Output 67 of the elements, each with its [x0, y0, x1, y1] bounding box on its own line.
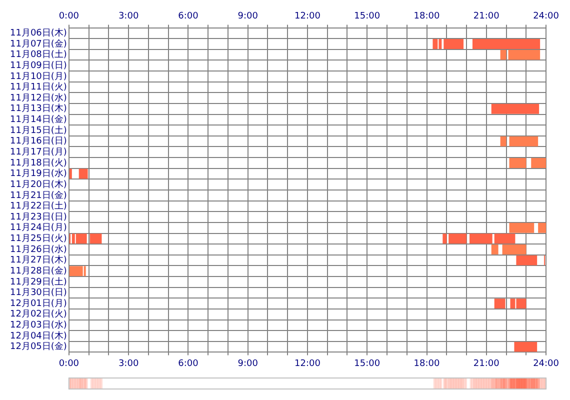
bar	[494, 234, 516, 244]
y-tick-label: 11月15日(土)	[10, 124, 67, 136]
y-tick-label: 11月18日(火)	[10, 157, 67, 168]
y-tick-label: 11月22日(土)	[10, 200, 67, 212]
bar	[502, 244, 526, 254]
y-tick-label: 11月25日(火)	[10, 233, 67, 244]
y-tick-label: 11月09日(日)	[10, 60, 67, 71]
bar	[531, 158, 546, 168]
bar	[472, 39, 540, 49]
bar	[491, 104, 540, 114]
x-tick-label: 3:00	[118, 12, 139, 22]
x-tick-label: 12:00	[294, 12, 321, 22]
x2-tick-label: 24:00	[533, 358, 560, 369]
x-tick-label: 9:00	[238, 12, 258, 22]
x-tick-label: 0:00	[58, 12, 80, 22]
y-tick-label: 12月05日(金)	[10, 341, 67, 352]
y-tick-label: 12月03日(水)	[10, 320, 67, 331]
x2-tick-label: 3:00	[118, 358, 139, 369]
y-tick-label: 11月10日(月)	[10, 72, 67, 82]
x-tick-label: 24:00	[533, 12, 560, 22]
x2-tick-label: 21:00	[473, 358, 500, 369]
x-tick-label: 6:00	[178, 12, 199, 22]
y-tick-label: 11月30日(日)	[10, 288, 67, 298]
y-tick-label: 11月16日(日)	[10, 136, 67, 147]
bar	[442, 234, 447, 244]
bar	[448, 234, 467, 244]
bar	[69, 168, 72, 179]
bar	[494, 298, 506, 309]
y-tick-label: 11月17日(月)	[10, 147, 67, 158]
y-tick-label: 11月26日(水)	[10, 244, 67, 255]
y-tick-label: 11月12日(水)	[10, 92, 67, 104]
y-tick-label: 11月06日(木)	[10, 28, 67, 39]
y-tick-label: 11月27日(木)	[10, 254, 67, 266]
y-tick-label: 11月14日(金)	[10, 114, 67, 126]
bar	[444, 39, 464, 49]
bar	[76, 234, 87, 244]
y-tick-label: 11月19日(水)	[10, 168, 67, 180]
x2-tick-label: 9:00	[238, 358, 258, 369]
bar	[509, 136, 538, 146]
bar	[508, 50, 540, 60]
y-tick-label: 11月20日(木)	[10, 178, 67, 190]
y-tick-label: 11月07日(金)	[10, 38, 67, 50]
bar	[514, 342, 538, 352]
y-tick-label: 11月28日(金)	[10, 265, 67, 276]
y-tick-label: 11月08日(土)	[10, 49, 67, 60]
bar	[469, 234, 492, 244]
y-tick-label: 11月23日(日)	[10, 212, 67, 222]
y-tick-label: 11月13日(木)	[10, 103, 67, 114]
x-tick-label: 15:00	[354, 12, 380, 22]
y-tick-label: 11月24日(月)	[10, 223, 67, 234]
y-tick-label: 11月29日(土)	[10, 276, 67, 288]
x2-tick-label: 0:00	[58, 358, 80, 369]
x-tick-label: 18:00	[414, 12, 440, 22]
bar	[516, 255, 538, 266]
y-tick-label: 12月04日(木)	[10, 330, 67, 342]
y-tick-label: 12月02日(火)	[10, 308, 67, 320]
x2-tick-label: 6:00	[178, 358, 199, 369]
x2-tick-label: 12:00	[294, 358, 321, 369]
y-tick-label: 11月21日(金)	[10, 190, 67, 201]
bar	[90, 234, 102, 244]
y-tick-label: 12月01日(月)	[10, 298, 67, 309]
bar	[538, 222, 546, 233]
x-tick-label: 21:00	[473, 12, 500, 22]
x2-tick-label: 18:00	[414, 358, 440, 369]
y-tick-label: 11月11日(火)	[10, 82, 67, 93]
x2-tick-label: 15:00	[354, 358, 380, 369]
bar	[432, 39, 438, 49]
